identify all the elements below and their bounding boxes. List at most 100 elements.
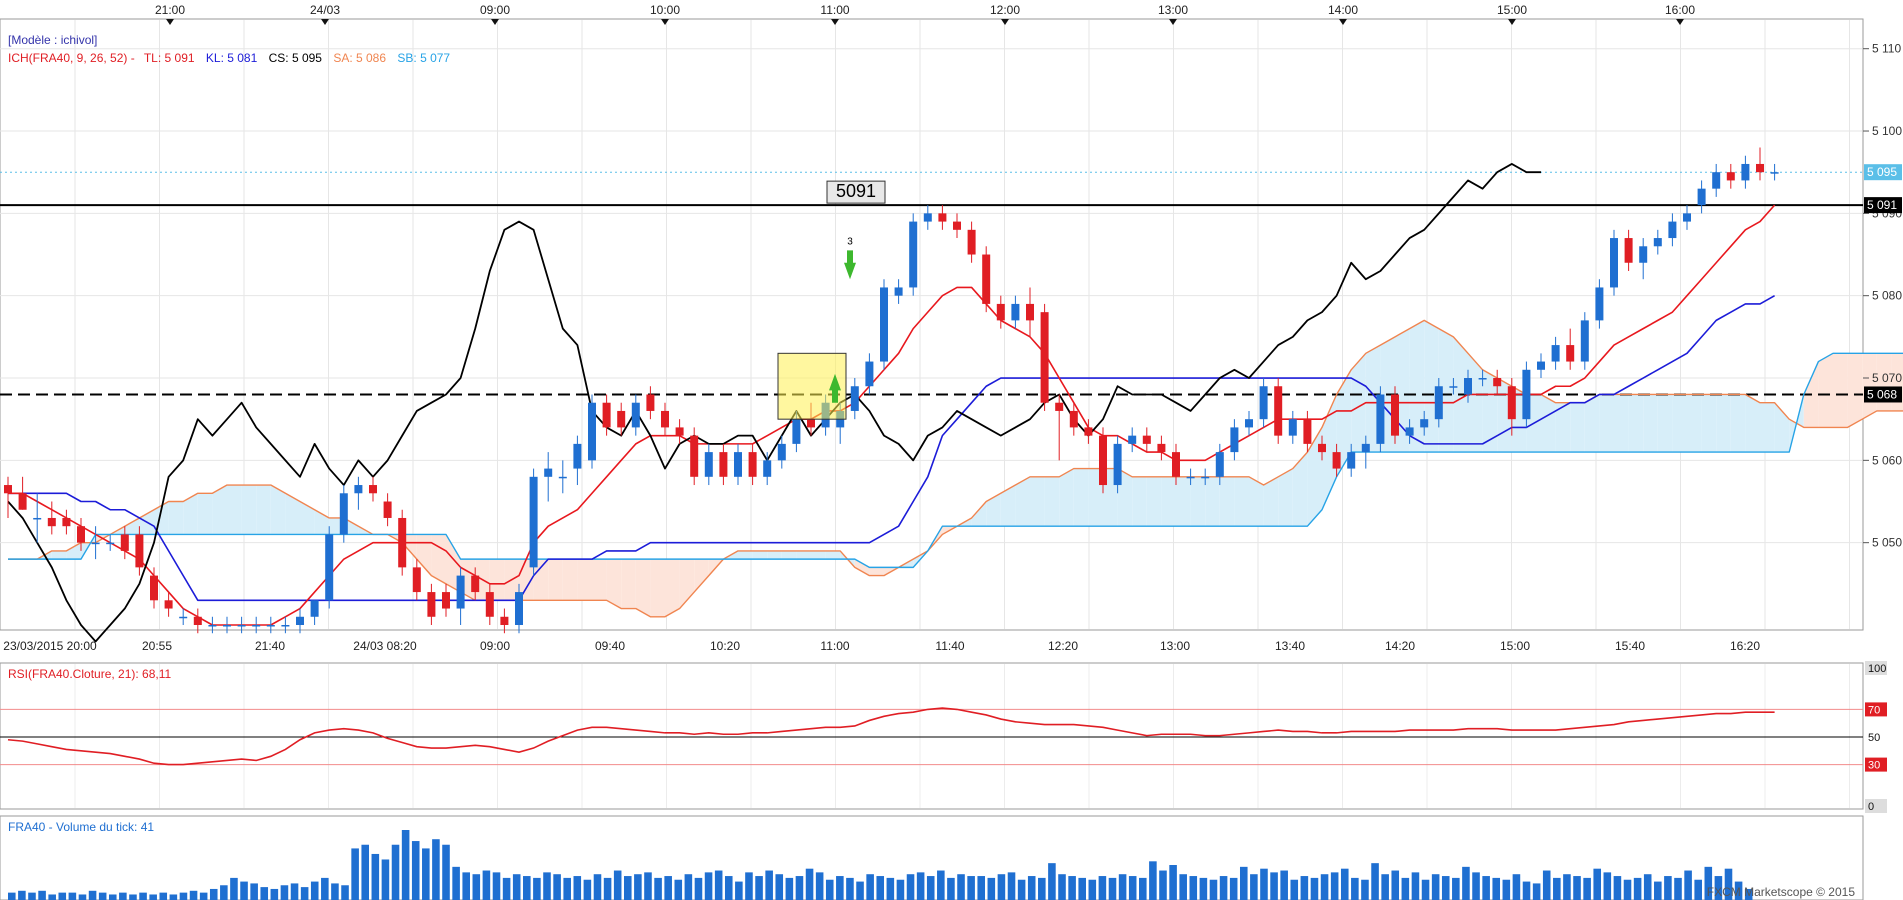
candle-body-71 bbox=[1040, 312, 1049, 403]
volume-bar-126 bbox=[1280, 870, 1288, 900]
volume-bar-69 bbox=[704, 872, 713, 900]
candle-body-7 bbox=[106, 542, 115, 545]
volume-bar-30 bbox=[310, 881, 319, 900]
cloud-segment-11 bbox=[168, 501, 184, 535]
cloud-segment-115 bbox=[1687, 394, 1702, 453]
volume-bar-65 bbox=[664, 876, 672, 900]
volume-bar-21 bbox=[220, 885, 228, 900]
price-grid bbox=[0, 20, 1862, 629]
cloud-segment-44 bbox=[650, 559, 665, 617]
top-time-marker-7 bbox=[1339, 19, 1347, 25]
volume-bar-78 bbox=[795, 876, 804, 900]
bottom-time-label-5: 09:40 bbox=[595, 639, 625, 653]
candle-body-107 bbox=[1566, 345, 1575, 362]
volume-bar-61 bbox=[623, 876, 632, 900]
cloud-segment-124 bbox=[1818, 353, 1833, 428]
volume-bar-166 bbox=[1684, 870, 1692, 900]
candle-body-83 bbox=[1215, 452, 1224, 477]
volume-bar-135 bbox=[1371, 863, 1379, 900]
candle-body-25 bbox=[369, 485, 377, 494]
volume-bar-127 bbox=[1290, 879, 1299, 900]
cloud-segment-8 bbox=[124, 517, 140, 535]
candle-body-18 bbox=[266, 625, 275, 627]
cloud-segment-45 bbox=[665, 559, 680, 617]
cloud-segment-78 bbox=[1146, 476, 1162, 527]
cloud-segment-110 bbox=[1614, 394, 1629, 453]
candle-body-36 bbox=[529, 476, 538, 568]
cloud-segment-4 bbox=[66, 542, 81, 560]
volume-bar-169 bbox=[1714, 876, 1723, 900]
hline-price-label-2: 5 095 bbox=[1867, 165, 1897, 179]
volume-bar-64 bbox=[654, 877, 662, 900]
candle-body-114 bbox=[1668, 221, 1677, 239]
volume-bar-104 bbox=[1058, 874, 1066, 900]
candle-body-99 bbox=[1449, 386, 1458, 388]
bottom-time-label-14: 15:40 bbox=[1615, 639, 1645, 653]
volume-label: FRA40 - Volume du tick: 41 bbox=[8, 820, 154, 834]
volume-bar-158 bbox=[1603, 872, 1612, 900]
volume-bar-29 bbox=[300, 887, 309, 900]
ichimoku-lines bbox=[7, 163, 1903, 643]
volume-bar-67 bbox=[684, 874, 693, 900]
volume-bar-157 bbox=[1593, 868, 1602, 900]
candle-body-88 bbox=[1288, 419, 1297, 436]
candle-body-21 bbox=[310, 600, 319, 617]
price-tick-label-1: 5 100 bbox=[1872, 124, 1902, 138]
rsi-tick-badge-3 bbox=[1865, 757, 1887, 772]
candle-body-68 bbox=[996, 303, 1005, 321]
volume-bar-60 bbox=[613, 870, 622, 900]
volume-bar-164 bbox=[1664, 876, 1672, 900]
bottom-time-label-6: 10:20 bbox=[710, 639, 740, 653]
volume-bar-149 bbox=[1512, 874, 1521, 900]
volume-bar-17 bbox=[179, 892, 188, 900]
candle-body-48 bbox=[704, 452, 713, 477]
cloud-segment-18 bbox=[270, 485, 286, 535]
rsi-tick-label-3: 30 bbox=[1868, 760, 1880, 772]
candle-body-97 bbox=[1420, 419, 1429, 428]
cloud-segment-119 bbox=[1745, 394, 1760, 453]
top-time-label-1: 24/03 bbox=[310, 3, 340, 17]
candle-body-5 bbox=[77, 526, 85, 543]
cloud-segment-59 bbox=[869, 567, 884, 576]
volume-bar-119 bbox=[1209, 879, 1218, 900]
top-time-label-4: 11:00 bbox=[820, 3, 849, 17]
cloud-segment-114 bbox=[1672, 394, 1687, 453]
candle-body-78 bbox=[1142, 435, 1151, 444]
candle-body-98 bbox=[1434, 386, 1443, 420]
rsi-tick-label-2: 50 bbox=[1868, 732, 1880, 744]
volume-bar-114 bbox=[1159, 870, 1167, 900]
volume-bar-84 bbox=[856, 881, 864, 900]
volume-bar-140 bbox=[1421, 879, 1430, 900]
top-time-label-9: 16:00 bbox=[1665, 3, 1695, 17]
candle-body-72 bbox=[1055, 402, 1064, 411]
candle-body-80 bbox=[1172, 452, 1180, 477]
cloud-segment-79 bbox=[1161, 476, 1176, 527]
top-time-marker-9 bbox=[1676, 19, 1684, 25]
candle-body-47 bbox=[690, 435, 699, 477]
price-tick-label-3: 5 080 bbox=[1872, 289, 1902, 303]
cloud-segment-35 bbox=[519, 559, 534, 601]
volume-bar-14 bbox=[149, 894, 157, 900]
volume-bar-76 bbox=[775, 874, 784, 900]
candle-body-120 bbox=[1756, 163, 1764, 173]
volume-bar-54 bbox=[553, 874, 561, 900]
cloud-segment-81 bbox=[1190, 476, 1206, 527]
candle-body-87 bbox=[1274, 386, 1283, 436]
volume-bar-139 bbox=[1411, 872, 1420, 900]
cloud-segment-88 bbox=[1292, 452, 1308, 527]
volume-bar-72 bbox=[735, 881, 743, 900]
volume-bar-100 bbox=[1017, 879, 1026, 900]
volume-bar-138 bbox=[1401, 877, 1410, 900]
candle-body-108 bbox=[1580, 320, 1589, 362]
rsi-tick-badge-1 bbox=[1865, 702, 1887, 717]
volume-bar-82 bbox=[836, 876, 844, 900]
volume-bar-97 bbox=[987, 877, 996, 900]
volume-bar-50 bbox=[512, 874, 521, 900]
candle-body-105 bbox=[1537, 361, 1545, 370]
cloud-segment-70 bbox=[1030, 476, 1045, 527]
candle-body-41 bbox=[602, 402, 611, 428]
volume-bar-25 bbox=[260, 887, 269, 900]
cloud-segment-127 bbox=[1862, 353, 1877, 420]
bottom-time-label-9: 12:20 bbox=[1048, 639, 1078, 653]
candle-body-89 bbox=[1303, 419, 1312, 444]
